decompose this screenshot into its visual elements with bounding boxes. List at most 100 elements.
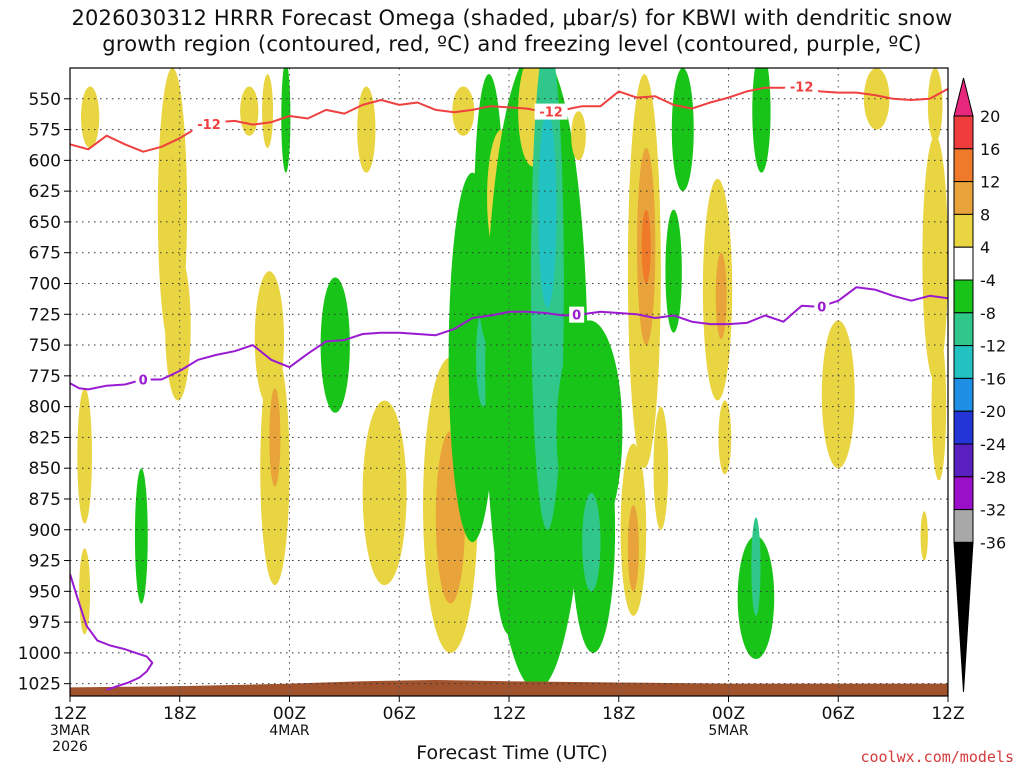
y-tick-label-950: 950 bbox=[29, 582, 61, 602]
omega-cell-46 bbox=[752, 68, 771, 173]
colorbar-box-7 bbox=[953, 312, 974, 347]
x-tick-label-12: 00Z bbox=[273, 704, 306, 724]
y-tick-label-1025: 1025 bbox=[18, 675, 61, 695]
y-tick-label-725: 725 bbox=[29, 305, 61, 325]
colorbar-box-3 bbox=[953, 181, 974, 215]
y-tick-label-600: 600 bbox=[29, 151, 61, 171]
colorbar-box-12 bbox=[953, 476, 974, 511]
omega-cell-5 bbox=[165, 252, 191, 401]
y-tick-label-625: 625 bbox=[29, 182, 61, 202]
x-axis-title: Forecast Time (UTC) bbox=[416, 742, 608, 764]
omega-cell-47 bbox=[821, 320, 855, 469]
colorbar-box-10 bbox=[953, 410, 974, 445]
pressure-axis: 550 575 600 625 650 675 700 725 750 775 800 825 850 8… bbox=[18, 90, 70, 695]
x-tick-date-0: 3MAR bbox=[50, 723, 91, 739]
y-tick-label-875: 875 bbox=[29, 490, 61, 510]
omega-cell-0 bbox=[80, 86, 100, 149]
colorbar-bottom-arrow bbox=[953, 541, 974, 693]
colorbar-box-11 bbox=[953, 443, 974, 478]
omega-cell-13 bbox=[357, 86, 376, 173]
terrain-fill bbox=[70, 679, 948, 696]
omega-shading bbox=[77, 68, 948, 690]
omega-cell-42 bbox=[715, 252, 727, 339]
x-tick-label-6: 18Z bbox=[163, 704, 196, 724]
colorbar-box-8 bbox=[953, 345, 974, 379]
y-tick-label-775: 775 bbox=[29, 367, 61, 387]
omega-cell-32 bbox=[582, 492, 601, 592]
isotherm-line-1 bbox=[70, 286, 948, 391]
y-tick-label-975: 975 bbox=[29, 613, 61, 633]
isotherm-label-bg-0-2 bbox=[785, 78, 819, 95]
isotherm-label-bg-0-1 bbox=[534, 103, 568, 120]
colorbar-label-0: 20 bbox=[980, 107, 1000, 126]
watermark: coolwx.com/models bbox=[860, 748, 1014, 766]
colorbar-label-4: 4 bbox=[980, 238, 990, 257]
omega-cell-3 bbox=[134, 468, 148, 604]
omega-cell-1 bbox=[77, 388, 92, 524]
colorbar-box-9 bbox=[953, 377, 974, 412]
y-tick-label-700: 700 bbox=[29, 274, 61, 294]
x-tick-label-36: 00Z bbox=[712, 704, 745, 724]
y-tick-label-650: 650 bbox=[29, 213, 61, 233]
omega-cell-40 bbox=[653, 406, 669, 530]
y-tick-label-1000: 1000 bbox=[18, 644, 61, 664]
omega-cell-8 bbox=[281, 68, 291, 173]
colorbar-top-arrow bbox=[953, 77, 974, 117]
isotherm-label-bg-1-0 bbox=[135, 371, 151, 388]
colorbar-label-5: -4 bbox=[980, 271, 996, 290]
chart-title-line1: 2026030312 HRRR Forecast Omega (shaded, … bbox=[71, 6, 953, 30]
x-tick-year-0: 2026 bbox=[52, 739, 88, 755]
isotherm-label-1-1: 0 bbox=[572, 309, 581, 324]
y-tick-label-575: 575 bbox=[29, 121, 61, 141]
omega-cell-45 bbox=[751, 517, 761, 616]
colorbar-box-13 bbox=[953, 509, 974, 543]
x-tick-date-12: 4MAR bbox=[269, 723, 310, 739]
omega-cell-14 bbox=[362, 400, 407, 586]
y-tick-label-850: 850 bbox=[29, 459, 61, 479]
colorbar-label-12: -32 bbox=[980, 501, 1006, 520]
colorbar-box-6 bbox=[953, 279, 974, 314]
omega-cell-49 bbox=[922, 135, 948, 382]
x-tick-label-18: 06Z bbox=[383, 704, 416, 724]
y-tick-label-550: 550 bbox=[29, 90, 61, 110]
colorbar-box-4 bbox=[953, 213, 974, 248]
colorbar-label-10: -24 bbox=[980, 435, 1006, 454]
x-tick-date-36: 5MAR bbox=[708, 723, 749, 739]
colorbar-label-2: 12 bbox=[980, 173, 1000, 192]
y-tick-label-925: 925 bbox=[29, 552, 61, 572]
isotherm-label-0-1: -12 bbox=[539, 106, 563, 121]
omega-cell-51 bbox=[927, 68, 943, 142]
y-tick-label-675: 675 bbox=[29, 244, 61, 264]
colorbar-label-3: 8 bbox=[980, 205, 990, 224]
omega-cell-28 bbox=[538, 111, 557, 309]
y-tick-label-900: 900 bbox=[29, 521, 61, 541]
omega-cell-6 bbox=[240, 86, 259, 136]
colorbar-label-9: -20 bbox=[980, 402, 1006, 421]
omega-cell-29 bbox=[571, 111, 586, 161]
isotherm-contours: -12 -12 -12 0 0 0 bbox=[70, 78, 948, 691]
colorbar-box-5 bbox=[953, 246, 974, 281]
isotherm-line-2 bbox=[70, 573, 154, 691]
y-tick-label-750: 750 bbox=[29, 336, 61, 356]
isotherm-label-bg-0-0 bbox=[192, 116, 226, 133]
omega-cell-39 bbox=[627, 505, 639, 592]
omega-cell-50 bbox=[931, 332, 947, 481]
colorbar-box-1 bbox=[953, 115, 974, 150]
colorbar-label-8: -16 bbox=[980, 369, 1006, 388]
omega-cell-7 bbox=[262, 74, 274, 149]
isotherm-label-1-0: 0 bbox=[139, 374, 148, 389]
omega-cell-36 bbox=[665, 209, 682, 333]
colorbar-box-2 bbox=[953, 148, 974, 183]
x-tick-label-24: 12Z bbox=[492, 704, 525, 724]
y-tick-label-800: 800 bbox=[29, 398, 61, 418]
isotherm-label-1-2: 0 bbox=[817, 300, 826, 315]
colorbar-label-11: -28 bbox=[980, 468, 1006, 487]
x-tick-label-42: 06Z bbox=[822, 704, 855, 724]
isotherm-label-0-0: -12 bbox=[197, 118, 221, 133]
colorbar-label-7: -12 bbox=[980, 337, 1006, 356]
chart-title-line2: growth region (contoured, red, ºC) and f… bbox=[102, 32, 922, 56]
isotherm-label-bg-1-2 bbox=[814, 298, 830, 315]
y-tick-label-825: 825 bbox=[29, 428, 61, 448]
